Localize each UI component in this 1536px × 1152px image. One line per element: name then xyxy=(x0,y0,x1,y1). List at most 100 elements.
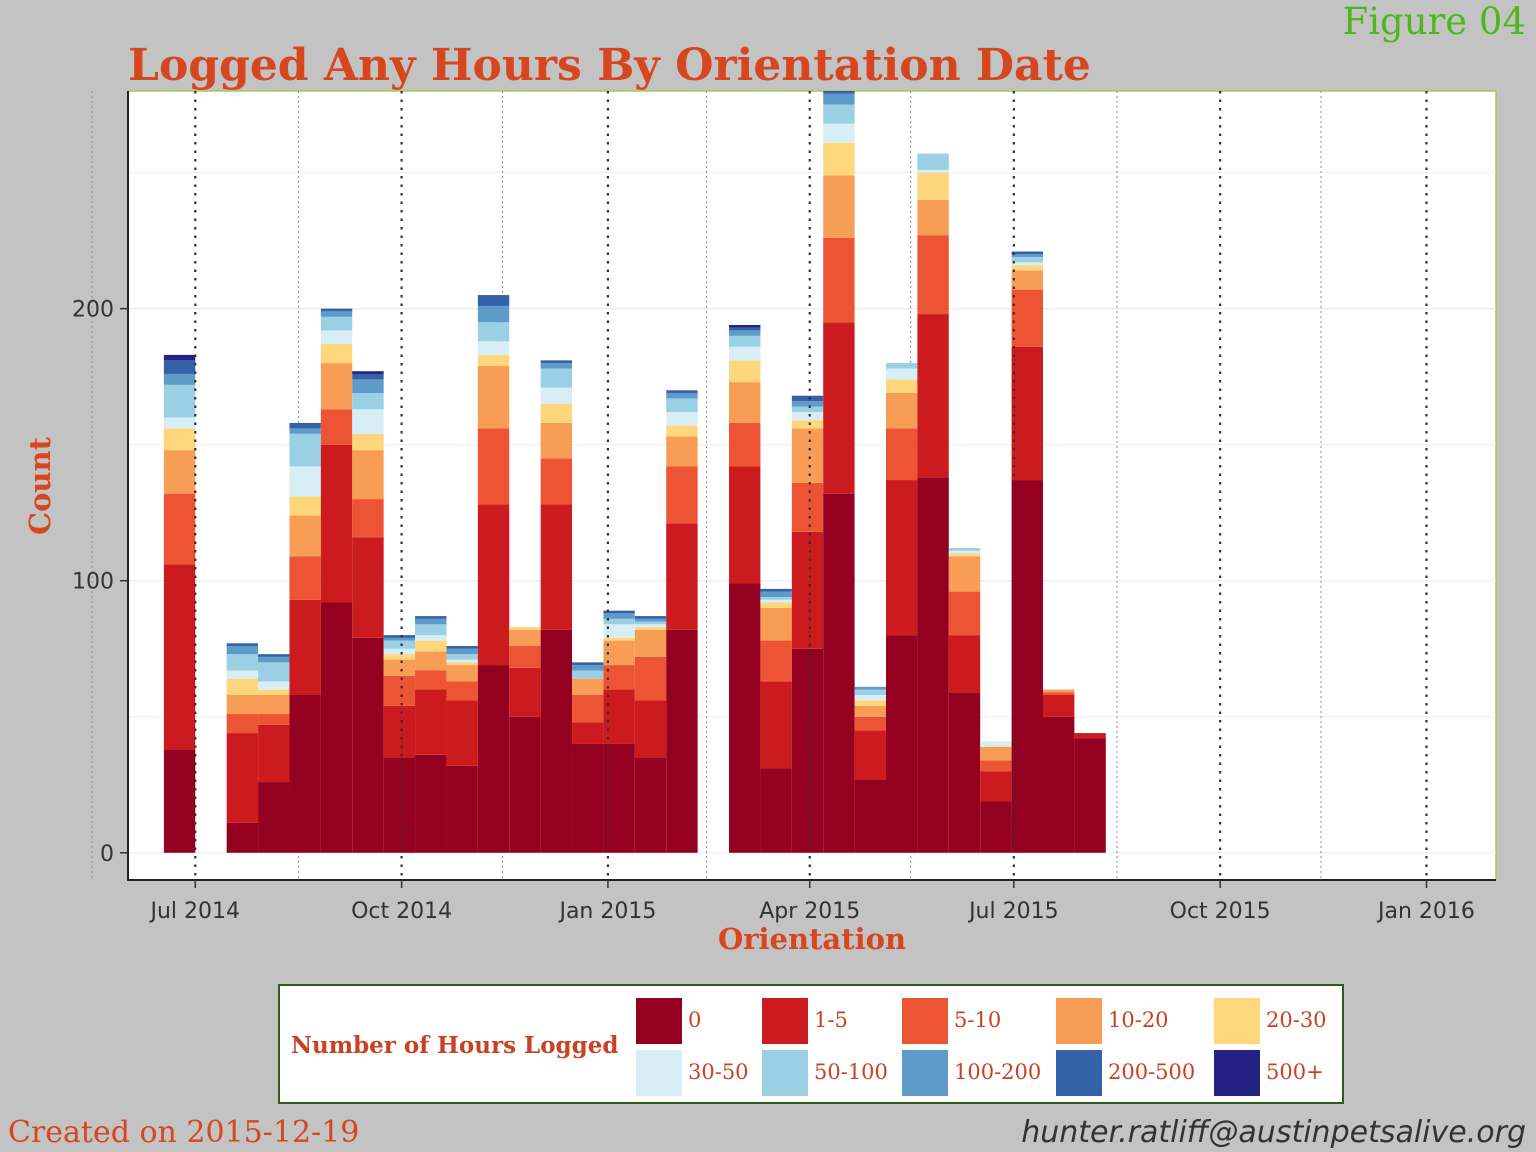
bar-segment-0 xyxy=(666,629,698,853)
bar-segment-10-20 xyxy=(666,436,698,467)
bar-segment-1-5 xyxy=(258,724,290,783)
bars xyxy=(163,91,1106,853)
bar-segment-1-5 xyxy=(383,705,416,758)
bar-segment-0 xyxy=(634,757,667,853)
y-axis-label: Count xyxy=(23,436,57,535)
author-email: hunter.ratliff@austinpetsalive.org xyxy=(1021,1115,1526,1150)
legend-swatch xyxy=(902,1050,948,1096)
bar-segment-100-200 xyxy=(634,618,667,622)
x-tick-label: Jul 2015 xyxy=(967,899,1059,924)
bar-segment-1-5 xyxy=(477,504,510,666)
bar-segment-30-50 xyxy=(760,599,792,603)
bar-segment-0 xyxy=(509,716,541,853)
bar-segment-10-20 xyxy=(352,450,384,500)
bar-segment-1-5 xyxy=(760,681,792,769)
bar-segment-50-100 xyxy=(666,398,698,413)
bar-segment-20-30 xyxy=(258,689,290,695)
bar-segment-10-20 xyxy=(917,199,949,236)
bar-segment-30-50 xyxy=(352,409,384,434)
bar-segment-0 xyxy=(980,801,1012,853)
bar-segment-0 xyxy=(917,477,949,853)
bar-segment-100-200 xyxy=(226,646,259,655)
bar-segment-0 xyxy=(1011,480,1043,853)
legend-label: 50-100 xyxy=(814,1060,888,1084)
bar-segment-100-200 xyxy=(383,637,416,641)
bar-segment-5-10 xyxy=(163,493,196,565)
bar-segment-1-5 xyxy=(446,700,478,766)
bar-segment-50-100 xyxy=(383,640,416,649)
bar-segment-100-200 xyxy=(163,373,196,385)
bar-segment-1-5 xyxy=(1074,733,1106,739)
bar-segment-10-20 xyxy=(477,365,510,429)
bar-segment-100-200 xyxy=(446,648,478,655)
bar-segment-20-30 xyxy=(791,420,824,429)
x-tick-label: Oct 2014 xyxy=(351,899,452,924)
legend-swatch xyxy=(636,1050,682,1096)
bar-segment-10-20 xyxy=(729,382,761,423)
bar-segment-5-10 xyxy=(886,428,918,481)
bar-segment-10-20 xyxy=(886,392,918,429)
bar-segment-200-500 xyxy=(289,422,321,429)
bar-segment-20-30 xyxy=(666,425,698,437)
bar-segment-20-30 xyxy=(352,433,384,451)
legend-swatch xyxy=(1214,998,1260,1044)
legend-swatch xyxy=(1056,1050,1102,1096)
bar-segment-0 xyxy=(540,629,573,853)
bar-segment-100-200 xyxy=(320,311,353,317)
legend-label: 100-200 xyxy=(954,1060,1042,1084)
bar-segment-20-30 xyxy=(634,626,667,630)
bar-segment-0 xyxy=(572,743,604,853)
bar-segment-10-20 xyxy=(509,629,541,647)
bar-segment-200-500 xyxy=(666,390,698,393)
bar-segment-50-100 xyxy=(791,406,824,413)
bar-segment-0 xyxy=(289,694,321,853)
bar-segment-5-10 xyxy=(383,675,416,706)
bar-segment-30-50 xyxy=(634,624,667,627)
legend-label: 5-10 xyxy=(954,1008,1002,1032)
bar-segment-20-30 xyxy=(886,379,918,393)
bar-segment-30-50 xyxy=(258,681,290,690)
bar-segment-5-10 xyxy=(226,714,259,734)
bar-segment-1-5 xyxy=(854,730,887,780)
bar-segment-50-100 xyxy=(163,384,196,418)
bar-segment-500+ xyxy=(352,371,384,374)
bar-segment-1-5 xyxy=(980,771,1012,802)
bar-segment-30-50 xyxy=(886,368,918,380)
bar-segment-20-30 xyxy=(540,403,573,423)
bar-segment-1-5 xyxy=(572,722,604,744)
bar-segment-10-20 xyxy=(980,746,1012,761)
bar-segment-1-5 xyxy=(509,667,541,717)
axes: 0 100 200 Jul 2014 Oct 2014 Jan 2015 Apr 2015 J… xyxy=(72,91,1496,924)
bar-segment-30-50 xyxy=(226,670,259,679)
bar-segment-5-10 xyxy=(415,670,447,690)
bar-segment-5-10 xyxy=(760,640,792,682)
bar-segment-100-200 xyxy=(854,686,887,690)
bar-segment-200-500 xyxy=(572,662,604,666)
bar-segment-100-200 xyxy=(729,330,761,336)
legend-label: 0 xyxy=(688,1008,702,1032)
bar-segment-1-5 xyxy=(791,531,824,649)
bar-segment-1-5 xyxy=(320,444,353,603)
bar-segment-5-10 xyxy=(1042,692,1075,695)
bar-segment-1-5 xyxy=(948,635,981,693)
bar-segment-0 xyxy=(760,768,792,853)
bar-segment-100-200 xyxy=(572,665,604,671)
bar-segment-30-50 xyxy=(791,412,824,421)
bar-segment-200-500 xyxy=(446,646,478,649)
bar-segment-10-20 xyxy=(572,678,604,695)
bar-segment-1-5 xyxy=(540,504,573,630)
bar-segment-50-100 xyxy=(634,621,667,625)
bar-segment-100-200 xyxy=(791,401,824,407)
bar-segment-20-30 xyxy=(477,354,510,366)
legend-label: 1-5 xyxy=(814,1008,848,1032)
legend-swatch xyxy=(762,998,808,1044)
bar-segment-5-10 xyxy=(446,681,478,701)
bar-segment-20-30 xyxy=(320,344,353,364)
bar-segment-200-500 xyxy=(823,91,855,94)
legend-label: 500+ xyxy=(1266,1060,1324,1084)
bar-segment-5-10 xyxy=(666,466,698,524)
bar-segment-0 xyxy=(163,749,196,853)
bar-segment-50-100 xyxy=(823,104,855,124)
bar-segment-5-10 xyxy=(289,556,321,600)
created-date: Created on 2015-12-19 xyxy=(8,1115,360,1150)
